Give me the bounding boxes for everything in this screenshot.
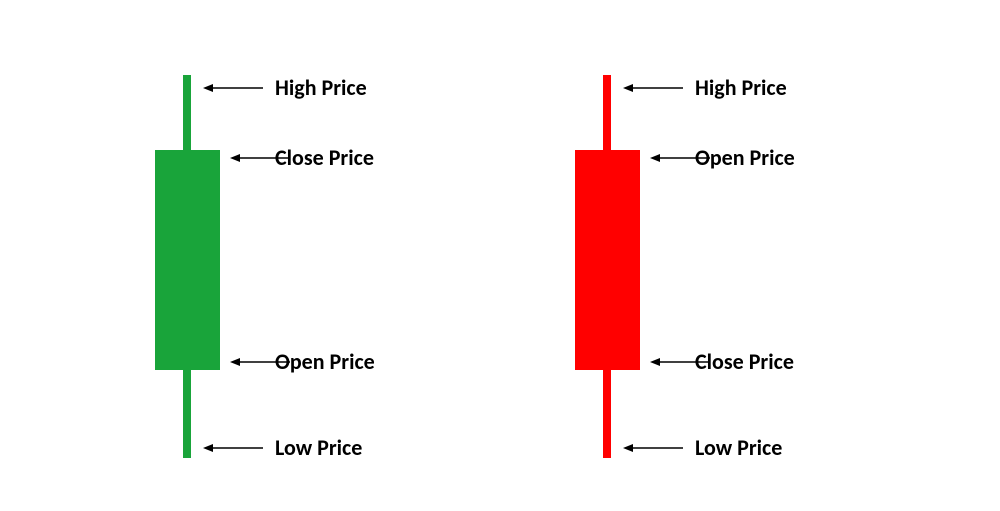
arrow-icon (650, 153, 710, 163)
arrow-icon (230, 153, 290, 163)
arrow-icon (203, 83, 263, 93)
bearish-candle-body (575, 150, 640, 370)
bearish-low-price-label: Low Price (695, 434, 782, 461)
arrow-icon (623, 83, 683, 93)
bullish-low-price-label: Low Price (275, 434, 362, 461)
bullish-candle-body (155, 150, 220, 370)
candlestick-diagram: High Price Close Price Open Price Low Pr… (0, 0, 1000, 511)
arrow-icon (650, 357, 710, 367)
arrow-icon (203, 443, 263, 453)
bearish-high-price-label: High Price (695, 74, 787, 101)
arrow-icon (623, 443, 683, 453)
bullish-high-price-label: High Price (275, 74, 367, 101)
arrow-icon (230, 357, 290, 367)
